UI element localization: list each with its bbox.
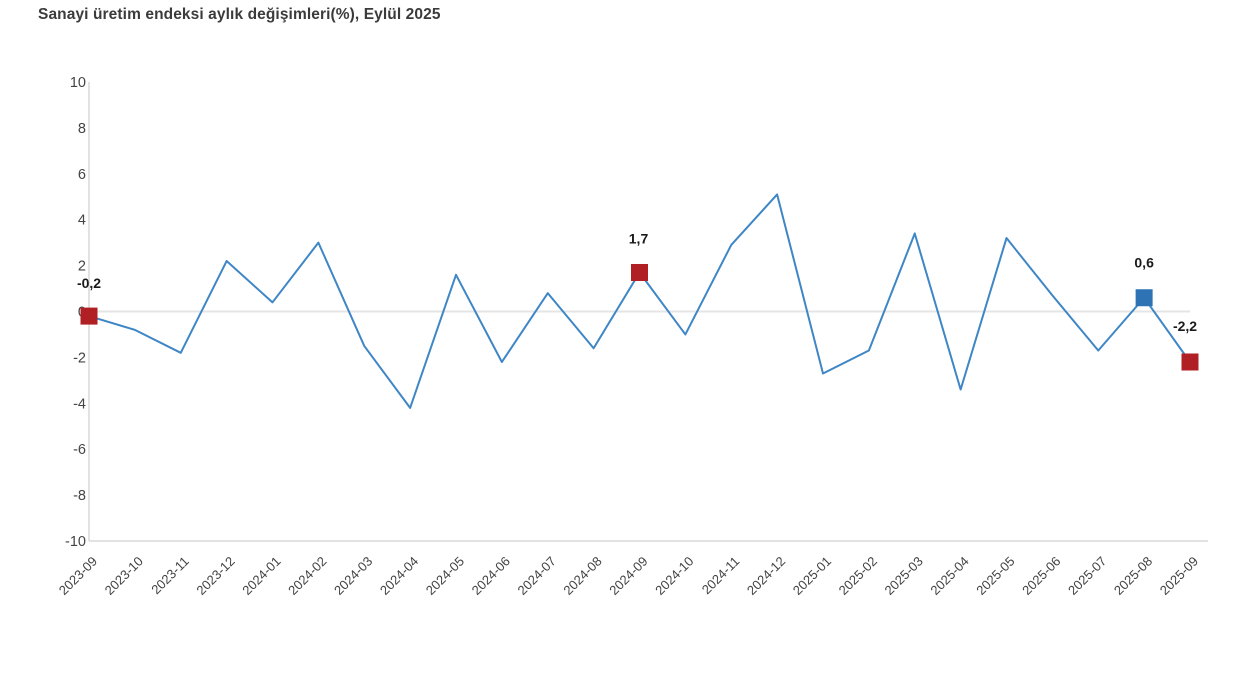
y-tick-label: -6 bbox=[73, 442, 86, 458]
x-tick-label: 2025-06 bbox=[1019, 554, 1063, 598]
chart-title: Sanayi üretim endeksi aylık değişimleri(… bbox=[38, 6, 441, 23]
x-tick-label: 2024-04 bbox=[377, 554, 421, 598]
y-tick-label: -10 bbox=[65, 534, 86, 550]
x-tick-label: 2024-02 bbox=[285, 554, 329, 598]
x-tick-label: 2025-01 bbox=[790, 554, 834, 598]
x-tick-label: 2025-05 bbox=[973, 554, 1017, 598]
x-tick-label: 2024-12 bbox=[744, 554, 788, 598]
data-label-2024-09: 1,7 bbox=[629, 230, 649, 246]
data-label-2025-09: -2,2 bbox=[1173, 318, 1197, 334]
x-tick-label: 2025-08 bbox=[1111, 554, 1155, 598]
x-tick-label: 2024-03 bbox=[331, 554, 375, 598]
series-line bbox=[88, 193, 1191, 409]
marker-2023-09 bbox=[80, 307, 98, 325]
x-tick-label: 2023-10 bbox=[102, 554, 146, 598]
y-tick-label: 2 bbox=[78, 259, 86, 275]
x-tick-label: 2023-09 bbox=[56, 554, 100, 598]
x-tick-label: 2023-12 bbox=[193, 554, 237, 598]
x-tick-label: 2024-08 bbox=[560, 554, 604, 598]
x-tick-label: 2024-07 bbox=[515, 554, 559, 598]
x-tick-label: 2024-05 bbox=[423, 554, 467, 598]
marker-2024-09 bbox=[631, 263, 648, 281]
marker-2025-09 bbox=[1181, 353, 1199, 371]
y-tick-label: 4 bbox=[78, 213, 86, 229]
y-tick-label: -4 bbox=[73, 396, 86, 412]
x-tick-label: 2024-01 bbox=[239, 554, 283, 598]
x-tick-label: 2025-03 bbox=[882, 554, 926, 598]
x-tick-label: 2024-06 bbox=[469, 554, 513, 598]
x-tick-label: 2023-11 bbox=[148, 554, 192, 598]
data-label-2025-08: 0,6 bbox=[1134, 255, 1154, 271]
x-tick-label: 2025-07 bbox=[1065, 554, 1109, 598]
y-tick-label: 10 bbox=[70, 75, 86, 91]
y-tick-label: -2 bbox=[73, 350, 86, 366]
marker-2025-08 bbox=[1135, 289, 1153, 307]
x-tick-label: 2024-10 bbox=[652, 554, 696, 598]
x-tick-label: 2025-02 bbox=[836, 554, 880, 598]
y-tick-label: -8 bbox=[73, 488, 86, 504]
y-tick-label: 6 bbox=[78, 167, 86, 183]
x-tick-label: 2025-09 bbox=[1157, 554, 1201, 598]
y-tick-label: 8 bbox=[78, 121, 86, 137]
x-tick-label: 2025-04 bbox=[927, 554, 971, 598]
x-tick-label: 2024-09 bbox=[606, 554, 650, 598]
data-label-2023-09: -0,2 bbox=[77, 275, 101, 291]
x-tick-label: 2024-11 bbox=[699, 554, 743, 598]
